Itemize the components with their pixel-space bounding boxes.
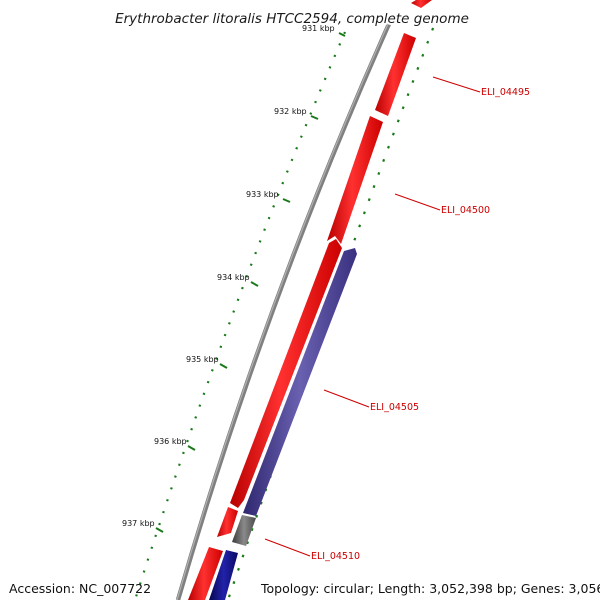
gene-eli-04505-forward[interactable] <box>230 239 342 508</box>
inner-tick-track <box>226 14 440 600</box>
major-tick <box>155 527 164 533</box>
tick-label: 933 kbp <box>246 190 279 199</box>
label-connector <box>394 193 441 211</box>
gene-label[interactable]: ELI_04510 <box>311 551 360 562</box>
gene-eli-04500[interactable] <box>327 116 383 244</box>
major-tick <box>250 281 259 287</box>
major-tick <box>187 445 196 451</box>
gene-label[interactable]: ELI_04500 <box>441 205 490 216</box>
major-tick <box>338 32 346 37</box>
major-tick <box>310 115 319 120</box>
gene-label[interactable]: ELI_04495 <box>481 87 530 98</box>
tick-label: 935 kbp <box>186 355 219 364</box>
tick-label: 931 kbp <box>302 24 335 33</box>
gene-eli-04505[interactable] <box>243 248 357 516</box>
tick-label: 937 kbp <box>122 519 155 528</box>
gene-eli-04515-forward[interactable] <box>188 547 223 600</box>
tick-label: 932 kbp <box>274 107 307 116</box>
gene-eli-04495[interactable] <box>375 33 416 116</box>
tick-label: 934 kbp <box>217 273 250 282</box>
backbone-track <box>175 14 396 600</box>
gene-eli-04510[interactable] <box>232 515 256 546</box>
gene-top-fragment[interactable] <box>411 0 432 8</box>
tick-label: 936 kbp <box>154 437 187 446</box>
gene-label[interactable]: ELI_04505 <box>370 402 419 413</box>
label-connector <box>432 76 481 93</box>
major-tick <box>282 198 291 203</box>
topology-text: Topology: circular; Length: 3,052,398 bp… <box>261 581 600 596</box>
label-connector <box>323 389 370 408</box>
accession-text: Accession: NC_007722 <box>9 581 152 596</box>
backbone-highlight <box>176 14 393 600</box>
map-title: Erythrobacter litoralis HTCC2594, comple… <box>115 11 469 27</box>
label-connector <box>264 538 311 557</box>
major-tick <box>219 363 228 369</box>
gene-eli-04515[interactable] <box>209 550 238 600</box>
gene-eli-04510-forward[interactable] <box>217 507 238 537</box>
